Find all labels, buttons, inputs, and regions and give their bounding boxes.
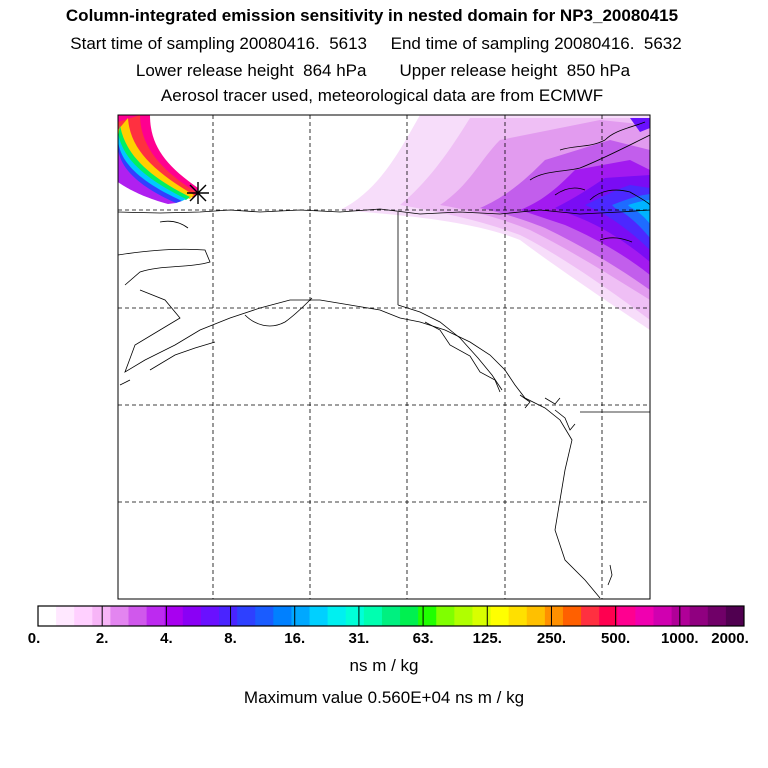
colorbar-tick-label: 31. — [348, 630, 370, 647]
colorbar-swatch — [237, 606, 256, 626]
colorbar-tick-label: 8. — [224, 630, 237, 647]
coastlines — [118, 121, 650, 599]
colorbar-swatch — [182, 606, 202, 626]
colorbar-swatch — [472, 606, 492, 626]
colorbar-swatch — [345, 606, 365, 626]
colorbar-swatch — [219, 606, 238, 626]
colorbar-swatch — [490, 606, 510, 626]
map-frame — [117, 114, 651, 600]
colorbar-swatch — [327, 606, 347, 626]
colorbar-swatch — [400, 606, 419, 626]
plot-title: Column-integrated emission sensitivity i… — [65, 6, 679, 25]
release-height-line: Lower release height 864 hPa Upper relea… — [135, 61, 631, 80]
colorbar-swatch — [381, 606, 401, 626]
colorbar-swatches — [38, 606, 745, 626]
colorbar-tick-label: 250. — [536, 630, 567, 647]
colorbar-swatch — [689, 606, 709, 626]
colorbar-swatch — [309, 606, 329, 626]
colorbar-swatch — [38, 606, 57, 626]
colorbar-tick-label: 0. — [27, 630, 41, 647]
colorbar-swatch — [581, 606, 600, 626]
colorbar-swatch — [671, 606, 691, 626]
colorbar-tick-label: 500. — [601, 630, 631, 647]
colorbar-tick-label: 1000. — [661, 630, 699, 647]
colorbar-swatch — [436, 606, 455, 626]
colorbar-swatch — [599, 606, 618, 626]
colorbar-swatch — [635, 606, 654, 626]
colorbar-swatch — [508, 606, 528, 626]
political-boundaries — [397, 212, 650, 413]
colorbar-tick-label: 16. — [284, 630, 306, 647]
colorbar-swatch — [562, 606, 582, 626]
colorbar-swatch — [363, 606, 383, 626]
colorbar-swatch — [146, 606, 166, 626]
colorbar-tick-label: 2. — [95, 630, 109, 647]
colorbar-swatch — [255, 606, 274, 626]
graticule — [118, 115, 650, 599]
asterisk-icon — [187, 182, 209, 204]
colorbar-swatch — [110, 606, 130, 626]
sampling-time-line: Start time of sampling 20080416. 5613 En… — [70, 34, 682, 53]
colorbar-swatch — [164, 606, 184, 626]
colorbar-swatch — [92, 606, 111, 626]
colorbar-tick-label: 2000. — [711, 630, 749, 647]
colorbar-swatch — [128, 606, 148, 626]
colorbar-swatch — [526, 606, 546, 626]
colorbar-swatch — [74, 606, 93, 626]
colorbar-swatch — [725, 606, 745, 626]
colorbar-swatch — [418, 606, 437, 626]
map-content — [118, 115, 650, 599]
colorbar-swatch — [273, 606, 292, 626]
colorbar-swatch — [617, 606, 636, 626]
colorbar-tick-label: 63. — [412, 630, 434, 647]
colorbar-frame — [37, 605, 745, 627]
colorbar-swatch — [56, 606, 75, 626]
colorbar-tick-label: 4. — [160, 630, 173, 647]
tracer-info-line: Aerosol tracer used, meteorological data… — [160, 86, 604, 105]
colorbar-swatch — [291, 606, 311, 626]
colorbar-swatch — [653, 606, 673, 626]
colorbar-swatch — [544, 606, 564, 626]
colorbar-dividers — [101, 606, 681, 626]
max-value-line: Maximum value 0.560E+04 ns m / kg — [243, 688, 525, 707]
colorbar-swatch — [454, 606, 473, 626]
colorbar-swatch — [707, 606, 727, 626]
colorbar-units: ns m / kg — [349, 656, 419, 675]
colorbar-tick-label: 125. — [472, 630, 502, 647]
colorbar-swatch — [200, 606, 220, 626]
